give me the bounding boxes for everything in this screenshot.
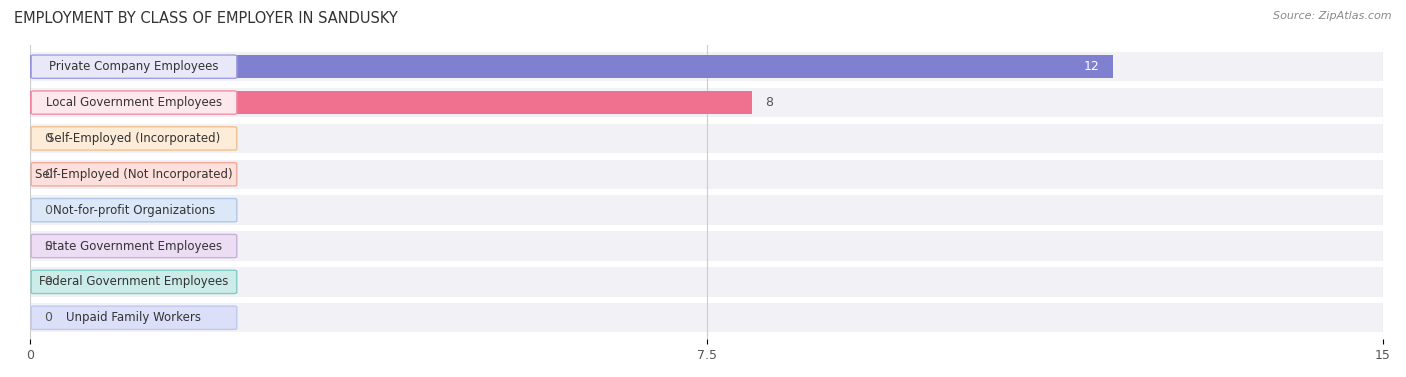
FancyBboxPatch shape (31, 199, 236, 222)
Bar (31, 267, 1384, 297)
Bar (31, 159, 1384, 189)
Text: Self-Employed (Not Incorporated): Self-Employed (Not Incorporated) (35, 168, 233, 181)
Text: 8: 8 (765, 96, 773, 109)
Text: 0: 0 (44, 132, 52, 145)
Text: 0: 0 (44, 275, 52, 288)
Bar (31, 52, 1384, 81)
Bar (31, 55, 1112, 78)
Text: Source: ZipAtlas.com: Source: ZipAtlas.com (1274, 11, 1392, 21)
Text: 12: 12 (1083, 60, 1099, 73)
Text: 0: 0 (44, 311, 52, 324)
Text: 0: 0 (44, 204, 52, 217)
Text: Not-for-profit Organizations: Not-for-profit Organizations (53, 204, 215, 217)
Bar (31, 124, 1384, 153)
FancyBboxPatch shape (31, 55, 236, 78)
FancyBboxPatch shape (31, 306, 236, 329)
FancyBboxPatch shape (31, 270, 236, 294)
Text: 0: 0 (44, 168, 52, 181)
Text: Unpaid Family Workers: Unpaid Family Workers (66, 311, 201, 324)
Bar (31, 88, 1384, 117)
Text: Self-Employed (Incorporated): Self-Employed (Incorporated) (48, 132, 221, 145)
Text: Local Government Employees: Local Government Employees (46, 96, 222, 109)
Bar (31, 91, 752, 114)
Text: State Government Employees: State Government Employees (45, 239, 222, 253)
Text: Private Company Employees: Private Company Employees (49, 60, 219, 73)
Bar (31, 303, 1384, 333)
FancyBboxPatch shape (31, 127, 236, 150)
Bar (31, 231, 1384, 261)
FancyBboxPatch shape (31, 162, 236, 186)
Text: 0: 0 (44, 239, 52, 253)
Text: Federal Government Employees: Federal Government Employees (39, 275, 229, 288)
FancyBboxPatch shape (31, 234, 236, 257)
Text: EMPLOYMENT BY CLASS OF EMPLOYER IN SANDUSKY: EMPLOYMENT BY CLASS OF EMPLOYER IN SANDU… (14, 11, 398, 26)
FancyBboxPatch shape (31, 91, 236, 114)
Bar (31, 195, 1384, 225)
